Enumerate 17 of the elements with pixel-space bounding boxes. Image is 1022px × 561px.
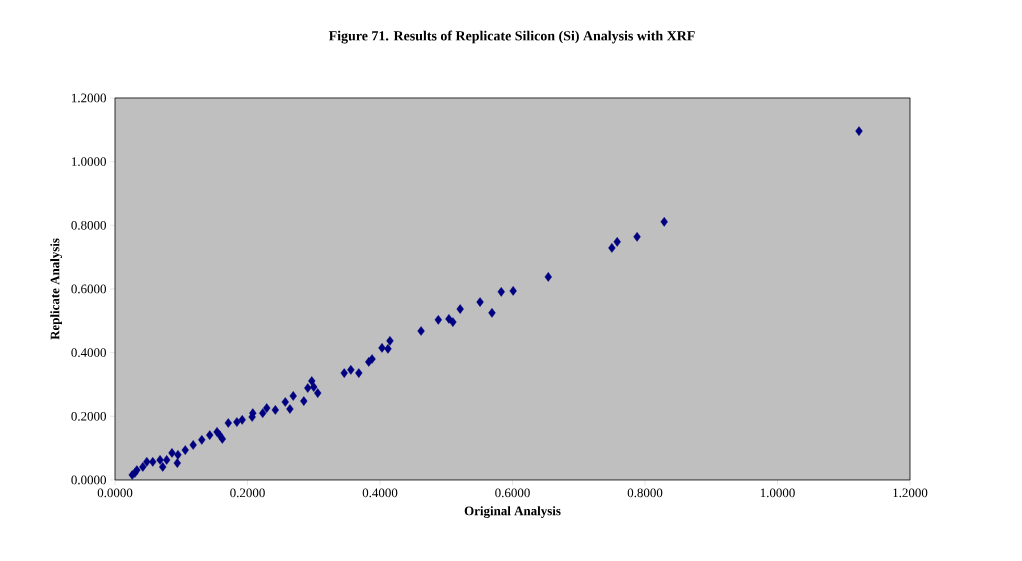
y-tick-label: 1.2000 — [72, 93, 106, 103]
x-tick-label: 0.0000 — [97, 488, 133, 498]
x-tick-label: 1.2000 — [893, 488, 928, 498]
y-tick-label: 0.4000 — [71, 348, 106, 358]
x-tick-label: 1.0000 — [760, 488, 795, 498]
x-axis-title: Original Analysis — [464, 506, 561, 518]
y-tick-label: 0.2000 — [71, 411, 106, 421]
x-tick-label: 0.6000 — [495, 488, 530, 498]
x-tick-label: 0.4000 — [362, 488, 398, 498]
chart-title: Figure 71. Results of Replicate Silicon (Si) Analysis with XRF — [328, 30, 695, 44]
y-tick-label: 0.8000 — [71, 220, 106, 230]
y-tick-label: 0.0000 — [71, 475, 106, 485]
y-tick-label: 1.0000 — [72, 157, 106, 167]
x-tick-label: 0.2000 — [230, 488, 265, 498]
x-tick-label: 0.8000 — [627, 488, 663, 498]
y-tick-label: 0.6000 — [71, 284, 106, 294]
y-axis-title: Replicate Analysis — [50, 238, 63, 340]
